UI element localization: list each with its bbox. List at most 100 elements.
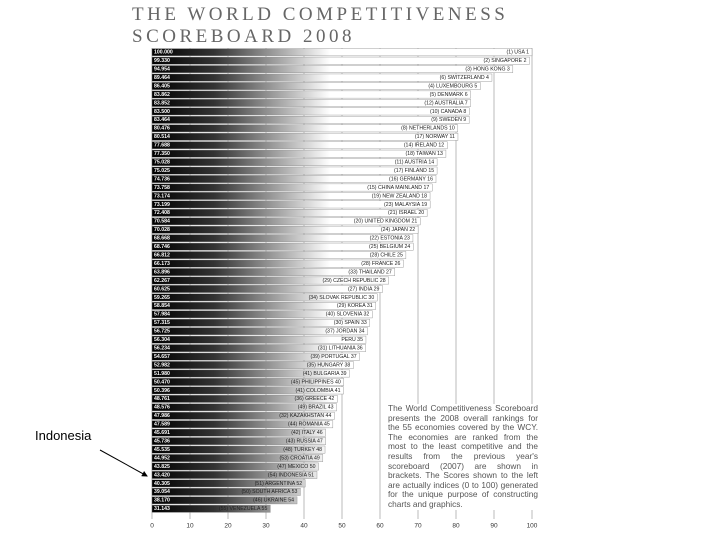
bar <box>151 318 370 327</box>
bar <box>151 369 350 378</box>
value-label: 45.736 <box>154 439 170 445</box>
value-label: 59.265 <box>154 295 170 301</box>
value-label: 47.986 <box>154 413 170 419</box>
value-label: 66.173 <box>154 261 170 267</box>
category-label: (8) NETHERLANDS 10 <box>401 126 455 132</box>
category-label: (29) KOREA 31 <box>337 303 373 309</box>
bar <box>151 56 530 65</box>
value-label: 75.025 <box>154 168 170 174</box>
category-label: (33) THAILAND 27 <box>348 269 392 275</box>
category-label: (25) BELGIUM 24 <box>369 244 410 250</box>
value-label: 31.143 <box>154 506 170 512</box>
bar <box>151 496 298 505</box>
value-label: 38.170 <box>154 498 170 504</box>
value-label: 77.350 <box>154 151 170 157</box>
x-tick-label: 20 <box>224 523 232 530</box>
x-tick-label: 70 <box>414 523 422 530</box>
value-label: 63.896 <box>154 269 170 275</box>
x-tick-label: 100 <box>527 523 538 530</box>
x-tick-label: 40 <box>300 523 308 530</box>
category-label: (14) IRELAND 12 <box>404 143 444 149</box>
bar <box>151 73 493 82</box>
value-label: 99.330 <box>154 58 170 64</box>
category-label: (12) AUSTRALIA 7 <box>424 100 467 106</box>
category-label: (45) PHILIPPINES 40 <box>291 379 341 385</box>
bar <box>151 132 459 141</box>
category-label: (17) FINLAND 15 <box>394 168 434 174</box>
category-label: (37) JORDAN 34 <box>325 329 364 335</box>
x-tick-label: 0 <box>150 523 154 530</box>
category-label: (22) ESTONIA 23 <box>370 236 410 242</box>
category-label: (43) RUSSIA 47 <box>286 439 323 445</box>
bar <box>151 310 373 319</box>
value-label: 73.174 <box>154 193 170 199</box>
bar <box>151 175 437 183</box>
x-tick-label: 50 <box>338 523 346 530</box>
category-label: (19) NEW ZEALAND 18 <box>372 193 427 199</box>
value-label: 83.464 <box>154 117 170 123</box>
value-label: 77.688 <box>154 143 170 149</box>
value-label: 72.408 <box>154 210 170 216</box>
category-label: (36) GREECE 42 <box>294 396 334 402</box>
bar <box>151 217 421 226</box>
value-label: 70.028 <box>154 227 170 233</box>
category-label: (29) CZECH REPUBLIC 28 <box>322 278 385 284</box>
category-label: PERU 35 <box>341 337 363 343</box>
category-label: (11) AUSTRIA 14 <box>395 160 435 166</box>
value-label: 80.476 <box>154 126 170 132</box>
bar <box>151 327 368 336</box>
bar <box>151 259 404 268</box>
bar <box>151 65 514 73</box>
category-label: (3) HONG KONG 3 <box>465 67 510 73</box>
category-label: (48) TURKEY 48 <box>283 447 322 453</box>
category-label: (2) SINGAPORE 2 <box>484 58 527 64</box>
bar <box>151 454 324 462</box>
value-label: 40.305 <box>154 481 170 487</box>
category-label: (53) CROATIA 49 <box>280 455 320 461</box>
value-label: 100.000 <box>154 50 173 56</box>
category-label: (32) KAZAKHSTAN 44 <box>279 413 331 419</box>
chart-title: THE WORLD COMPETITIVENESS <box>132 4 508 25</box>
category-label: (30) SPAIN 33 <box>334 320 367 326</box>
bar <box>151 395 338 403</box>
x-tick-label: 30 <box>262 523 270 530</box>
callout-label: Indonesia <box>35 428 92 443</box>
category-label: (42) ITALY 46 <box>291 430 323 436</box>
bar <box>151 293 378 302</box>
category-label: (28) CHILE 25 <box>370 253 403 259</box>
bar <box>151 471 318 479</box>
bar <box>151 90 471 99</box>
bar <box>151 285 383 293</box>
value-label: 83.852 <box>154 100 170 106</box>
bar <box>151 352 360 361</box>
bar <box>151 428 326 437</box>
note: The World Competitiveness Scoreboard pre… <box>388 403 538 510</box>
value-label: 74.736 <box>154 176 170 182</box>
value-label: 60.625 <box>154 286 170 292</box>
category-label: (10) CANADA 8 <box>430 109 466 115</box>
category-label: (44) ROMANIA 45 <box>288 422 330 428</box>
category-label: (17) NORWAY 11 <box>415 134 455 140</box>
bar <box>151 268 396 276</box>
category-label: (21) ISRAEL 20 <box>388 210 424 216</box>
category-label: (5) DENMARK 6 <box>430 92 468 98</box>
bar <box>151 209 428 217</box>
bar <box>151 200 431 209</box>
x-tick-label: 80 <box>452 523 460 530</box>
bar <box>151 504 271 513</box>
category-label: (15) CHINA MAINLAND 17 <box>367 185 429 191</box>
category-label: (47) MEXICO 50 <box>277 464 315 470</box>
category-label: (41) BULGARIA 39 <box>303 371 347 377</box>
category-label: (20) UNITED KINGDOM 21 <box>354 219 418 225</box>
bar <box>151 225 419 234</box>
value-label: 58.854 <box>154 303 170 309</box>
bar <box>151 378 344 386</box>
bar <box>151 82 481 90</box>
bar <box>151 437 326 445</box>
bar <box>151 183 433 192</box>
value-label: 57.984 <box>154 312 170 318</box>
bar <box>151 411 335 420</box>
x-tick-label: 90 <box>490 523 498 530</box>
value-label: 94.954 <box>154 67 170 73</box>
